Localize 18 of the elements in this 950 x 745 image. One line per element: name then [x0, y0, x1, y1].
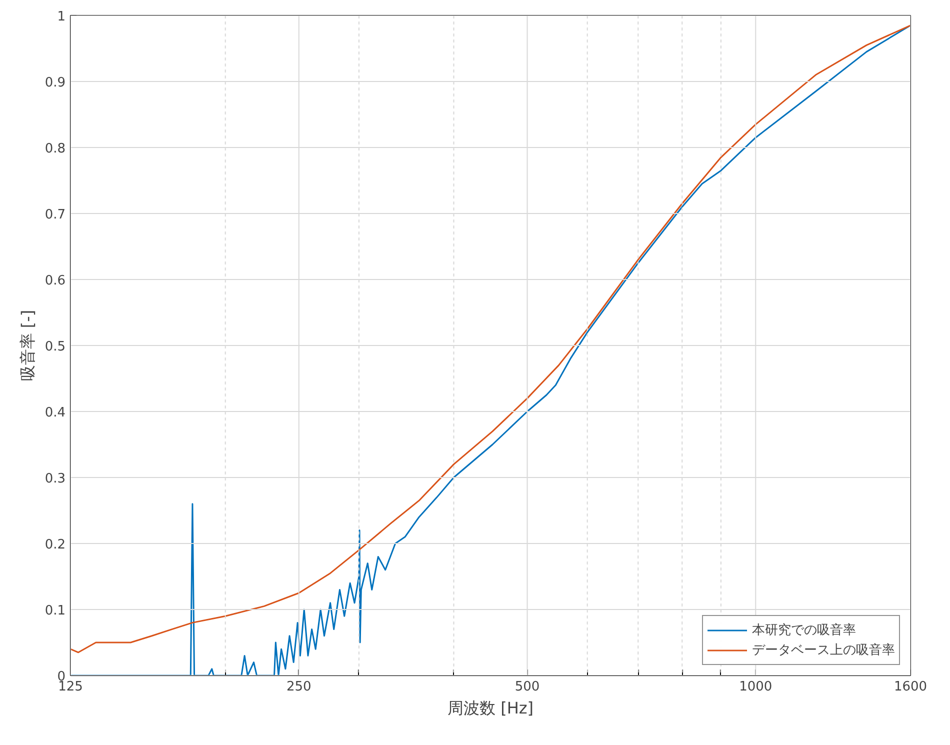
x-tick-label: 500 [514, 680, 540, 694]
y-tick-label: 1 [57, 10, 66, 24]
y-tick-label: 0.5 [44, 340, 66, 354]
y-tick-label: 0.1 [44, 604, 66, 618]
y-tick-label: 0.3 [44, 472, 66, 486]
y-tick-label: 0.8 [44, 142, 66, 156]
y-tick-label: 0.6 [44, 274, 66, 288]
x-axis-title: 周波数 [Hz] [448, 698, 534, 718]
y-tick-label: 0.4 [44, 406, 66, 420]
y-tick-label: 0.7 [44, 208, 66, 222]
y-tick-label: 0.2 [44, 538, 66, 552]
legend-label: データベース上の吸音率 [752, 642, 895, 659]
x-tick-label: 1000 [739, 680, 772, 694]
legend-label: 本研究での吸音率 [752, 622, 856, 639]
x-tick-label: 1600 [894, 680, 928, 694]
y-axis-title: 吸音率 [-] [18, 310, 37, 382]
x-tick-label: 250 [286, 680, 312, 694]
y-tick-label: 0.9 [44, 76, 66, 90]
